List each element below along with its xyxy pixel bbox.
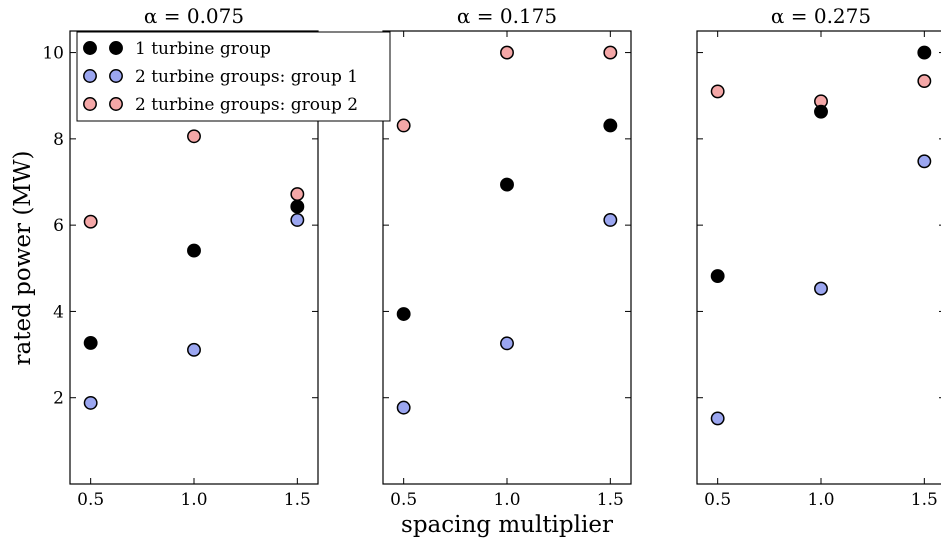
x-tick-label: 0.5 bbox=[704, 490, 731, 510]
y-tick-label: 4 bbox=[53, 302, 64, 322]
data-point bbox=[396, 118, 411, 133]
x-tick-label: 0.5 bbox=[390, 490, 417, 510]
data-point bbox=[396, 307, 411, 321]
y-tick-label: 8 bbox=[53, 130, 64, 150]
data-point bbox=[603, 45, 618, 60]
legend-label: 2 turbine groups: group 1 bbox=[135, 67, 358, 87]
x-tick-label: 1.5 bbox=[284, 490, 311, 510]
panel-2: α = 0.175 0.5 1.0 1.5 bbox=[382, 4, 632, 510]
data-point bbox=[917, 45, 932, 60]
legend-frame bbox=[76, 31, 391, 122]
legend-marker bbox=[109, 69, 123, 83]
data-point bbox=[603, 118, 618, 133]
legend: 1 turbine group 2 turbine groups: group 1… bbox=[76, 31, 391, 122]
data-point bbox=[710, 269, 725, 284]
data-point bbox=[290, 187, 305, 202]
data-point bbox=[710, 411, 725, 426]
data-point bbox=[396, 400, 411, 415]
legend-marker bbox=[109, 41, 123, 55]
data-point bbox=[500, 45, 514, 60]
x-tick-label: 0.5 bbox=[77, 490, 104, 510]
legend-marker bbox=[83, 41, 97, 55]
legend-marker bbox=[109, 97, 123, 111]
data-point bbox=[290, 199, 305, 214]
legend-label: 1 turbine group bbox=[135, 39, 271, 59]
data-point bbox=[500, 177, 514, 192]
chart-panels: α = 0.075 2 4 6 8 10 0.5 1.0 1.5 α = 0.175 0.5 1.0 1… bbox=[42, 4, 941, 510]
x-tick-label: 1.0 bbox=[807, 490, 834, 510]
data-point bbox=[500, 336, 514, 351]
data-point bbox=[83, 335, 98, 350]
y-axis-label: rated power (MW) bbox=[10, 151, 36, 366]
data-point bbox=[917, 74, 932, 88]
data-point bbox=[187, 342, 201, 357]
data-point bbox=[83, 395, 98, 410]
panel-title: α = 0.075 bbox=[144, 4, 244, 28]
legend-label: 2 turbine groups: group 2 bbox=[135, 95, 358, 115]
data-point bbox=[917, 154, 932, 169]
data-point bbox=[814, 281, 828, 296]
data-point bbox=[603, 213, 618, 227]
legend-marker bbox=[83, 97, 97, 111]
y-tick-label: 10 bbox=[42, 44, 64, 64]
data-point bbox=[290, 213, 305, 227]
y-tick-label: 6 bbox=[53, 216, 64, 236]
x-tick-label: 1.0 bbox=[493, 490, 520, 510]
x-tick-label: 1.0 bbox=[180, 490, 207, 510]
x-tick-label: 1.5 bbox=[597, 490, 624, 510]
x-axis-label: spacing multiplier bbox=[401, 512, 613, 538]
data-point bbox=[83, 214, 98, 229]
panel-frame bbox=[382, 30, 632, 485]
panel-title: α = 0.175 bbox=[457, 4, 557, 28]
data-point bbox=[187, 243, 201, 258]
panel-title: α = 0.275 bbox=[771, 4, 871, 28]
legend-marker bbox=[83, 69, 97, 83]
data-point bbox=[710, 84, 725, 99]
x-tick-label: 1.5 bbox=[911, 490, 938, 510]
data-point bbox=[814, 104, 828, 119]
y-tick-label: 2 bbox=[53, 389, 64, 409]
data-point bbox=[187, 129, 201, 144]
panel-3: α = 0.275 0.5 1.0 1.5 bbox=[696, 4, 941, 510]
